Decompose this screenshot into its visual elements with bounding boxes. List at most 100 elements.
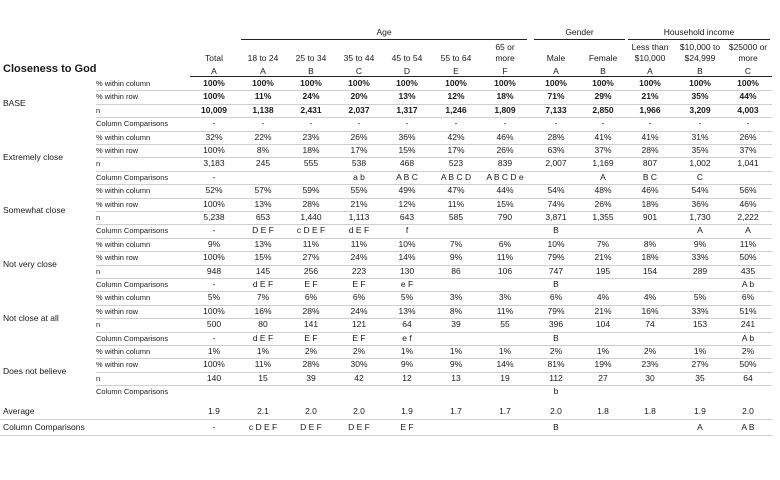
- column-header: 55 to 64: [440, 53, 472, 63]
- table-cell: 41%: [594, 131, 612, 142]
- table-cell: 50%: [739, 252, 757, 263]
- table-cell: 289: [692, 265, 708, 276]
- table-cell: A: [697, 421, 703, 432]
- table-cell: -: [212, 171, 216, 182]
- table-cell: 2.0: [550, 405, 562, 416]
- stat-label: n: [96, 373, 101, 383]
- table-cell: 2%: [741, 346, 755, 356]
- table-cell: -: [454, 118, 458, 129]
- table-cell: 6%: [498, 238, 512, 249]
- table-cell: e F: [400, 279, 414, 289]
- table-cell: c D E F: [248, 421, 278, 432]
- table-cell: 948: [206, 265, 222, 276]
- stat-label: % within column: [96, 347, 151, 356]
- table-cell: -: [309, 118, 313, 129]
- table-cell: 1,809: [494, 104, 516, 115]
- table-cell: 100%: [545, 78, 567, 88]
- table-cell: -: [357, 118, 361, 129]
- table-cell: 15%: [398, 145, 416, 155]
- stat-label: % within column: [96, 293, 151, 303]
- table-cell: 7,133: [545, 104, 567, 115]
- table-cell: 17%: [447, 145, 465, 155]
- table-cell: 1.7: [450, 405, 462, 416]
- table-cell: 23%: [641, 359, 659, 370]
- table-cell: 15%: [496, 198, 514, 209]
- stat-label: Column Comparisons: [96, 172, 169, 182]
- table-cell: 9%: [449, 359, 463, 370]
- table-cell: -: [212, 421, 216, 432]
- table-cell: 74: [645, 319, 655, 330]
- table-cell: 1.8: [644, 405, 656, 416]
- table-cell: 55%: [350, 185, 368, 196]
- table-cell: 56%: [739, 185, 757, 196]
- group-underline: [628, 39, 770, 40]
- column-header: 18 to 24: [247, 53, 279, 63]
- table-cell: 2,037: [348, 104, 370, 115]
- table-cell: 100%: [300, 78, 322, 88]
- table-cell: 1%: [449, 346, 463, 356]
- table-cell: 7%: [449, 238, 463, 249]
- row-separator: [96, 103, 772, 105]
- table-cell: 30: [645, 372, 655, 383]
- row-separator: [96, 318, 772, 320]
- table-cell: 44%: [739, 91, 757, 102]
- column-header: $10,000: [634, 53, 666, 63]
- table-cell: -: [261, 118, 265, 129]
- table-cell: 26%: [350, 131, 368, 142]
- column-letter: B: [697, 66, 703, 76]
- table-cell: 8%: [449, 305, 463, 316]
- table-cell: 2.0: [305, 405, 317, 416]
- table-cell: 71%: [547, 91, 565, 102]
- table-cell: 195: [595, 265, 611, 276]
- column-header: $25000 or: [728, 42, 768, 52]
- table-cell: 64: [743, 372, 753, 383]
- stat-label: n: [96, 105, 101, 115]
- table-cell: 28%: [641, 145, 659, 155]
- table-cell: 15%: [254, 252, 272, 263]
- table-cell: d E F: [348, 225, 370, 236]
- table-cell: e f: [402, 332, 412, 343]
- table-cell: 100%: [203, 359, 225, 370]
- row-group-label: BASE: [3, 98, 26, 109]
- stat-label: n: [96, 266, 101, 276]
- table-cell: 1.9: [401, 405, 413, 416]
- table-cell: 26%: [496, 145, 514, 155]
- table-cell: 37%: [739, 145, 757, 155]
- table-cell: 11%: [496, 252, 514, 263]
- table-cell: 10%: [547, 238, 565, 249]
- row-group-label: Not close at all: [3, 312, 59, 323]
- table-cell: d E F: [252, 332, 274, 343]
- table-cell: 245: [255, 158, 271, 169]
- group-header: Age: [376, 27, 392, 37]
- stat-label: Column Comparisons: [96, 119, 169, 129]
- table-cell: b: [553, 386, 559, 397]
- header-rule: [190, 76, 772, 77]
- table-cell: 11%: [254, 91, 272, 102]
- table-cell: 57%: [254, 185, 272, 196]
- table-cell: d E F: [252, 279, 274, 289]
- footer-label: Column Comparisons: [3, 421, 85, 432]
- table-cell: 6%: [352, 292, 366, 303]
- table-cell: 24%: [302, 91, 320, 102]
- row-separator: [96, 385, 772, 387]
- table-cell: 100%: [348, 78, 370, 88]
- row-separator: [96, 251, 772, 253]
- table-cell: 100%: [737, 78, 759, 88]
- row-separator: [96, 90, 772, 92]
- table-cell: 14%: [398, 252, 416, 263]
- table-cell: 3,183: [203, 158, 225, 169]
- table-cell: 28%: [302, 359, 320, 370]
- table-cell: 35%: [691, 91, 709, 102]
- table-cell: 12%: [398, 198, 416, 209]
- row-separator: [96, 371, 772, 373]
- table-cell: 468: [399, 158, 415, 169]
- table-cell: -: [405, 118, 409, 129]
- table-cell: 9%: [693, 238, 707, 249]
- table-cell: 643: [399, 212, 415, 222]
- table-cell: 500: [206, 319, 222, 330]
- row-separator: [96, 130, 772, 132]
- table-cell: 100%: [494, 78, 516, 88]
- column-header: 35 to 44: [343, 53, 375, 63]
- table-cell: A b: [741, 279, 755, 289]
- table-cell: 100%: [203, 198, 225, 209]
